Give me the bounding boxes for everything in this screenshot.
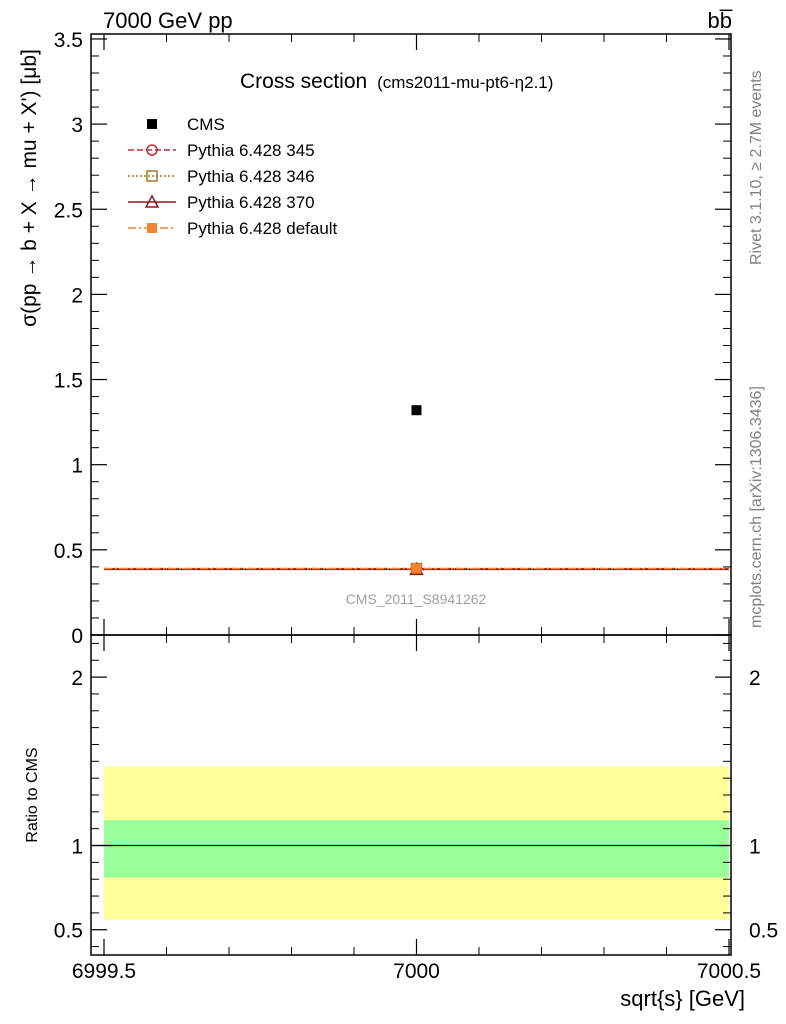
legend-marker-swatch	[146, 144, 158, 156]
ratio-y-tick-label-right: 0.5	[749, 920, 778, 943]
y-tick-label: 2.5	[54, 199, 83, 222]
y-tick-label: 1.5	[54, 370, 83, 393]
ratio-y-tick-label: 2	[71, 667, 83, 690]
data-point-cms	[411, 405, 422, 416]
legend-label: Pythia 6.428 370	[187, 193, 315, 212]
ratio-plot-panel	[91, 766, 731, 920]
y-tick-label: 0	[71, 625, 83, 648]
legend-entry: Pythia 6.428 370	[128, 193, 315, 212]
series-marker-4	[411, 563, 422, 574]
y-tick-label: 3	[71, 114, 83, 137]
ratio-axis-label: Ratio to CMS	[24, 747, 41, 842]
legend-label: Pythia 6.428 346	[187, 167, 315, 186]
ratio-y-tick-label-right: 1	[749, 836, 761, 859]
x-tick-label: 6999.5	[72, 960, 136, 983]
y-tick-label: 3.5	[54, 29, 83, 52]
ratio-y-tick-label: 1	[71, 836, 83, 859]
ratio-band-inner	[104, 820, 729, 878]
legend-entry: CMS	[147, 115, 225, 134]
legend-entry: Pythia 6.428 default	[128, 219, 338, 238]
ratio-y-tick-label: 0.5	[54, 920, 83, 943]
ratio-y-tick-label-right: 2	[749, 667, 761, 690]
y-tick-label: 0.5	[54, 540, 83, 563]
plot-title-main: Cross section	[240, 70, 367, 93]
x-tick-label: 7000.5	[697, 960, 761, 983]
rivet-version-label: Rivet 3.1.10, ≥ 2.7M events	[748, 70, 765, 265]
y-tick-label: 2	[71, 284, 83, 307]
header-energy-label: 7000 GeV pp	[103, 8, 233, 33]
legend-marker-swatch	[144, 194, 160, 208]
header-process-label: bb̅	[708, 8, 733, 33]
legend-marker-swatch	[146, 170, 158, 182]
legend: CMS Pythia 6.428 345 Pythia 6.428 346 Pythi…	[128, 115, 338, 238]
main-plot-panel: CMS Pythia 6.428 345 Pythia 6.428 346 Pythi…	[104, 70, 729, 607]
y-axis-label: σ(pp → b + X → mu + X') [μb]	[18, 49, 41, 327]
x-tick-label: 7000	[393, 960, 440, 983]
legend-marker-swatch	[147, 223, 157, 233]
legend-label: Pythia 6.428 345	[187, 141, 315, 160]
legend-entry: Pythia 6.428 345	[128, 141, 315, 160]
mcplots-reference-label: mcplots.cern.ch [arXiv:1306.3436]	[748, 386, 765, 628]
x-axis-label: sqrt{s} [GeV]	[620, 986, 745, 1011]
plot-title: Cross section (cms2011-mu-pt6-η2.1)	[240, 70, 553, 93]
legend-label: CMS	[187, 115, 225, 134]
plot-title-subtitle: (cms2011-mu-pt6-η2.1)	[377, 73, 553, 92]
analysis-watermark: CMS_2011_S8941262	[346, 591, 487, 607]
legend-marker-swatch	[147, 119, 157, 129]
y-tick-label: 1	[71, 455, 83, 478]
legend-label: Pythia 6.428 default	[187, 219, 338, 238]
legend-entry: Pythia 6.428 346	[128, 167, 315, 186]
